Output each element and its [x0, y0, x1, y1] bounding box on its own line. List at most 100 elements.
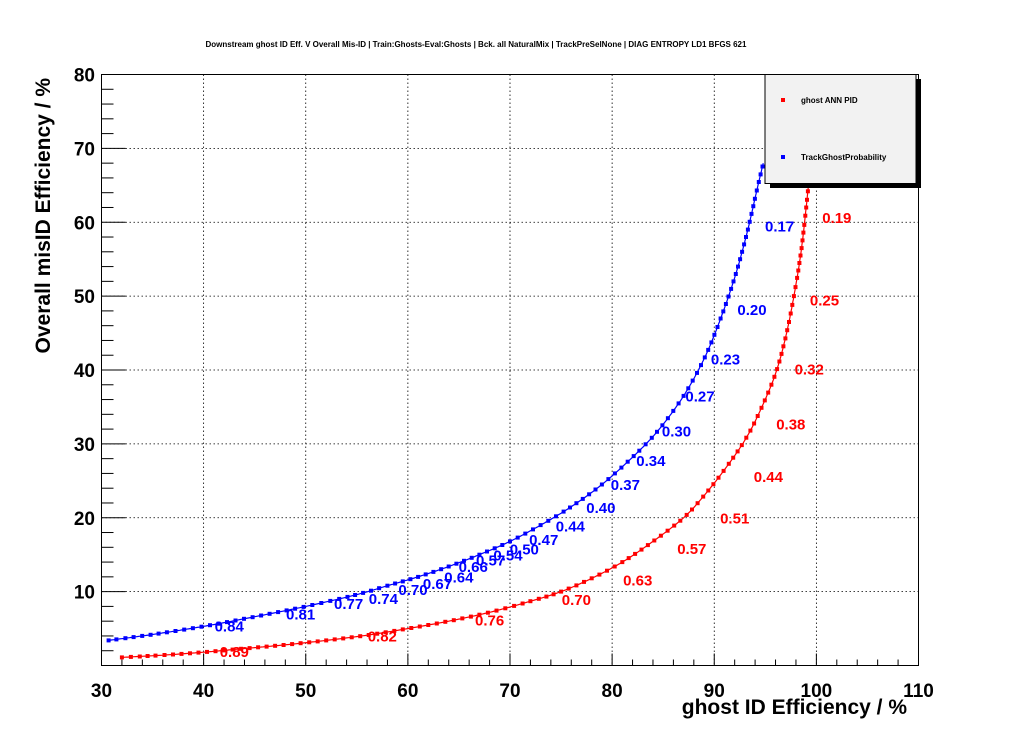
cut-label: 0.19 — [822, 210, 851, 227]
data-point — [267, 611, 272, 616]
data-point — [199, 624, 204, 629]
data-point — [531, 527, 535, 532]
data-point — [742, 242, 747, 247]
x-tick-label: 80 — [602, 681, 623, 702]
cut-label: 0.89 — [220, 644, 249, 661]
data-point — [392, 628, 397, 633]
data-point — [247, 646, 252, 651]
data-point — [709, 340, 714, 345]
series-ghost-ann-pid: 0.89 0.82 0.76 0.70 0.63 0.57 0.51 0.44 0.38 0.32… — [119, 177, 851, 661]
data-point — [179, 651, 184, 656]
data-point — [678, 518, 683, 523]
data-point — [477, 552, 482, 557]
cut-label: 0.40 — [586, 500, 615, 517]
data-point — [748, 428, 753, 433]
data-point — [162, 653, 167, 657]
data-point — [536, 596, 541, 601]
data-point — [633, 551, 638, 556]
data-point — [324, 638, 329, 643]
data-point — [431, 569, 436, 574]
data-point — [754, 188, 759, 193]
data-point — [665, 416, 670, 421]
data-point — [745, 227, 750, 232]
data-point — [554, 514, 558, 519]
data-point — [749, 211, 754, 216]
data-point — [805, 189, 810, 194]
data-point — [508, 539, 512, 544]
data-point — [721, 309, 726, 314]
data-point — [477, 612, 482, 617]
cut-label: 0.38 — [776, 417, 805, 434]
data-point — [164, 630, 169, 635]
data-point — [599, 482, 604, 487]
x-tick-label: 100 — [801, 681, 833, 702]
data-point — [637, 448, 642, 453]
data-point — [690, 378, 695, 383]
cut-label: 0.20 — [737, 302, 766, 319]
cut-label: 0.23 — [711, 352, 740, 369]
data-point — [712, 332, 717, 337]
data-point — [665, 528, 670, 533]
data-point — [804, 205, 809, 210]
data-point — [417, 624, 422, 629]
cut-label: 0.66 — [459, 559, 488, 576]
data-point — [695, 370, 699, 375]
data-point — [744, 235, 748, 239]
data-point — [409, 626, 414, 630]
data-point — [706, 488, 711, 493]
data-point — [561, 509, 566, 514]
data-point — [805, 197, 809, 202]
data-point — [173, 629, 178, 633]
data-point — [250, 615, 255, 620]
cut-label: 0.17 — [765, 219, 794, 236]
data-point — [230, 647, 235, 652]
cut-label: 0.51 — [720, 511, 749, 528]
data-point — [701, 494, 706, 499]
data-point — [400, 579, 405, 584]
data-point — [759, 405, 764, 410]
legend-marker-track-ghost-probability — [781, 155, 785, 159]
data-point — [803, 213, 808, 218]
x-tick-label: 30 — [91, 681, 112, 702]
y-tick-label: 30 — [74, 435, 95, 456]
legend-label-ghost-ann-pid: ghost ANN PID — [801, 96, 858, 105]
cut-label: 0.57 — [677, 541, 706, 558]
data-point — [587, 492, 592, 497]
data-point — [625, 459, 630, 464]
data-point — [551, 592, 556, 597]
data-point — [798, 253, 803, 258]
data-point — [731, 455, 736, 460]
data-point — [711, 482, 716, 487]
data-point — [658, 533, 663, 538]
data-point — [208, 623, 212, 628]
x-tick-label: 60 — [397, 681, 418, 702]
data-point — [643, 442, 648, 447]
y-tick-label: 20 — [74, 509, 95, 530]
data-point — [781, 344, 786, 349]
data-point — [574, 501, 579, 506]
data-point — [468, 614, 473, 619]
data-point — [462, 558, 466, 563]
data-point — [626, 556, 631, 561]
data-point — [361, 590, 366, 595]
cut-label: 0.63 — [623, 573, 652, 590]
data-point — [319, 601, 324, 605]
data-point — [752, 196, 757, 201]
data-point — [715, 325, 720, 329]
x-tick-label: 40 — [193, 681, 214, 702]
cut-label: 0.37 — [611, 477, 640, 494]
data-point — [752, 421, 757, 426]
data-point — [726, 461, 731, 466]
data-point — [797, 261, 802, 265]
data-point — [446, 564, 451, 569]
data-point — [222, 648, 227, 653]
data-point — [793, 285, 798, 290]
data-point — [684, 512, 689, 517]
data-point — [739, 443, 744, 448]
data-point — [349, 635, 354, 640]
data-point — [281, 643, 286, 647]
cut-label: 0.77 — [334, 596, 363, 613]
data-point — [795, 275, 800, 280]
data-point — [310, 603, 315, 607]
